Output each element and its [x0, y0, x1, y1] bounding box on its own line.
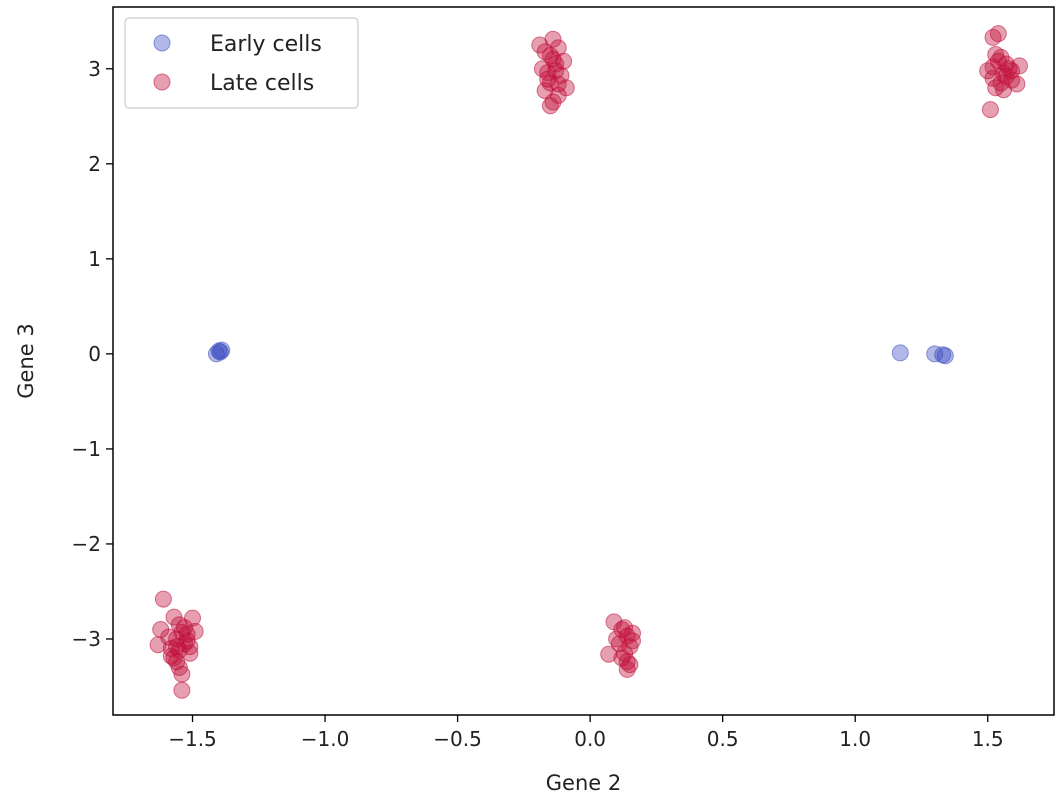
point-late-cells	[541, 47, 559, 64]
point-late-cells	[616, 619, 634, 637]
point-late-cells	[154, 590, 172, 608]
x-axis-label: Gene 2	[546, 771, 621, 795]
point-late-cells	[173, 623, 191, 641]
point-late-cells	[168, 653, 186, 671]
y-tick-label: 2	[88, 152, 101, 176]
point-late-cells	[1011, 57, 1028, 75]
x-tick-label: −0.5	[433, 727, 482, 751]
legend-marker-late-cells	[153, 73, 171, 91]
legend-marker-early-cells	[153, 34, 171, 52]
point-early-cells	[891, 344, 909, 362]
point-late-cells	[984, 58, 1002, 76]
point-late-cells	[624, 632, 641, 650]
point-late-cells	[981, 101, 999, 119]
point-late-cells	[613, 649, 631, 667]
point-late-cells	[544, 30, 562, 48]
point-late-cells	[173, 681, 191, 699]
y-tick-label: 1	[88, 247, 101, 271]
y-axis-label: Gene 3	[14, 323, 38, 398]
x-tick-label: 1.0	[839, 727, 871, 751]
legend-label-early-cells: Early cells	[210, 32, 322, 57]
ticks-layer: −1.5 −1.0 −0.5 0.0 0.5 1.0 1.5 −3 −2 −1 0 1 2 3	[72, 57, 1004, 751]
point-late-cells	[610, 635, 628, 653]
plot-frame	[112, 6, 1055, 716]
point-late-cells	[533, 60, 551, 78]
point-late-cells	[181, 638, 199, 656]
legend-box	[124, 17, 359, 109]
point-late-cells	[547, 62, 565, 80]
legend-label-late-cells: Late cells	[210, 71, 314, 96]
point-late-cells	[547, 55, 565, 73]
y-tick-label: 3	[88, 57, 101, 81]
y-tick-label: 0	[88, 342, 101, 366]
x-tick-label: 1.5	[972, 727, 1004, 751]
point-late-cells	[989, 25, 1007, 43]
y-tick-label: −1	[72, 437, 101, 461]
x-tick-label: 0.5	[707, 727, 739, 751]
point-late-cells	[1003, 62, 1021, 80]
x-tick-label: −1.0	[301, 727, 350, 751]
y-tick-label: −3	[72, 627, 101, 651]
point-early-cells	[211, 343, 229, 361]
point-late-cells	[995, 81, 1013, 99]
points-layer	[149, 25, 1028, 699]
point-early-cells	[936, 347, 954, 365]
point-late-cells	[176, 619, 194, 637]
x-tick-label: −1.5	[168, 727, 217, 751]
x-tick-label: 0.0	[574, 727, 606, 751]
legend: Early cells Late cells	[124, 17, 359, 109]
point-late-cells	[549, 75, 567, 93]
y-tick-label: −2	[72, 532, 101, 556]
